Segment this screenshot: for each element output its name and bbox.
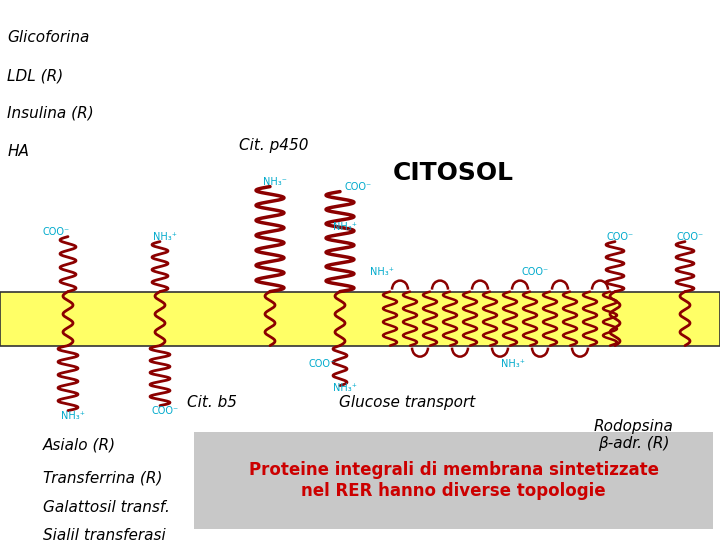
- Text: Rodopsina
β-adr. (R): Rodopsina β-adr. (R): [594, 418, 673, 451]
- Text: Galattosil transf.: Galattosil transf.: [43, 500, 170, 515]
- Text: COO⁻: COO⁻: [151, 406, 179, 416]
- Text: Glucose transport: Glucose transport: [338, 395, 475, 410]
- Bar: [194, 432, 713, 529]
- Text: NH₃⁺: NH₃⁺: [333, 383, 357, 393]
- Text: Insulina (R): Insulina (R): [7, 106, 94, 121]
- Text: Sialil transferasi: Sialil transferasi: [43, 528, 166, 540]
- Text: CITOSOL: CITOSOL: [393, 161, 514, 185]
- Text: Asialo (R): Asialo (R): [43, 438, 117, 453]
- Text: NH₃⁺: NH₃⁺: [333, 221, 357, 232]
- Text: COO⁻: COO⁻: [308, 359, 336, 369]
- Text: NH₃⁺: NH₃⁺: [153, 232, 177, 241]
- Text: LDL (R): LDL (R): [7, 68, 63, 83]
- Text: COO⁻: COO⁻: [344, 181, 372, 192]
- Text: COO⁻: COO⁻: [606, 232, 634, 241]
- Text: Proteine integrali di membrana sintetizzate
nel RER hanno diverse topologie: Proteine integrali di membrana sintetizz…: [248, 461, 659, 500]
- Text: HA: HA: [7, 144, 29, 159]
- Text: COO⁻: COO⁻: [42, 227, 70, 237]
- Text: COO⁻: COO⁻: [521, 267, 549, 276]
- Text: Cit. p450: Cit. p450: [239, 138, 308, 153]
- Text: Glicoforina: Glicoforina: [7, 30, 89, 45]
- Text: Cit. b5: Cit. b5: [187, 395, 238, 410]
- Text: NH₃⁺: NH₃⁺: [61, 410, 85, 421]
- Text: NH₃⁻: NH₃⁻: [263, 177, 287, 187]
- Text: NH₃⁺: NH₃⁺: [501, 359, 525, 369]
- Text: NH₃⁺: NH₃⁺: [370, 267, 394, 276]
- Bar: [0, 292, 720, 346]
- Text: Transferrina (R): Transferrina (R): [43, 470, 163, 485]
- Text: COO⁻: COO⁻: [676, 232, 703, 241]
